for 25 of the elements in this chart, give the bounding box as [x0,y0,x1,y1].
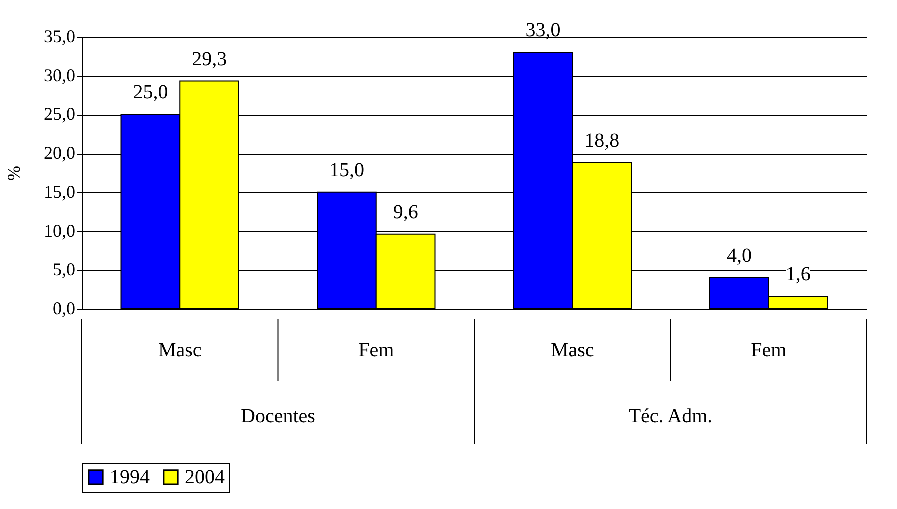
x-tick-label: Masc [550,339,594,362]
x-tick-label: Fem [751,339,788,362]
y-tick-label: 5,0 [53,260,76,280]
legend-label: 2004 [185,466,225,488]
data-label: 29,3 [192,48,228,70]
text: Docentes [241,406,316,428]
text: Téc. Adm. [628,406,713,428]
data-label: 15,0 [329,159,364,182]
y-tick-label: 10,0 [44,220,76,241]
legend-label: 1994 [110,466,150,488]
y-tick-label: 0,0 [53,298,76,318]
x-tick-label: Fem [358,339,395,362]
data-label: 33,0 [526,20,561,42]
data-label: 4,0 [726,244,752,267]
data-label: 25,0 [133,82,168,104]
data-label: 18,8 [584,130,620,152]
y-axis-title: % [4,166,24,181]
y-tick-label: 15,0 [44,182,76,202]
y-tick-label: 30,0 [44,65,76,86]
data-label: 9,6 [393,201,418,224]
y-tick-label: 35,0 [44,26,76,46]
y-tick-label: 25,0 [44,104,76,124]
data-label: 1,6 [786,264,811,286]
y-tick-label: 20,0 [44,143,76,164]
x-tick-label: Masc [158,339,202,362]
